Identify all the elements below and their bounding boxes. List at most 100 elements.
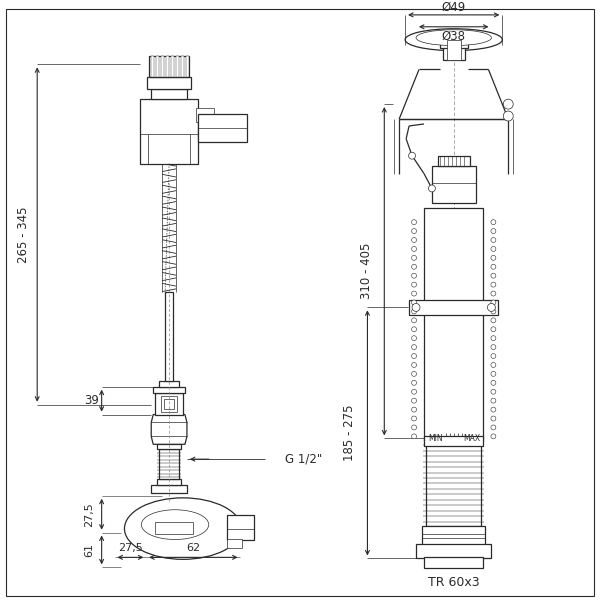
Circle shape [412,336,416,341]
Circle shape [491,336,496,341]
Circle shape [412,304,420,311]
Bar [171,56,174,77]
Circle shape [491,264,496,269]
Circle shape [491,425,496,430]
Circle shape [412,318,416,323]
Text: 27,5: 27,5 [84,502,94,527]
Circle shape [491,416,496,421]
Circle shape [412,407,416,412]
Circle shape [491,344,496,350]
Text: 61: 61 [84,543,94,557]
Bar [196,108,214,122]
Bar [155,393,183,415]
Text: Ø49: Ø49 [442,1,466,13]
Circle shape [491,407,496,412]
Circle shape [491,238,496,242]
Bar [140,99,198,164]
Circle shape [491,398,496,403]
Polygon shape [151,415,187,444]
Circle shape [491,318,496,323]
Bar [161,396,177,412]
Circle shape [491,256,496,260]
Text: AlcaPlast: AlcaPlast [268,287,313,298]
Circle shape [412,371,416,376]
Text: Ø38: Ø38 [442,30,466,43]
Bar [440,40,467,47]
Ellipse shape [124,498,241,559]
Circle shape [491,371,496,376]
Bar [157,479,181,485]
Circle shape [412,344,416,350]
Bar [198,114,247,142]
Circle shape [491,434,496,439]
Bar [151,56,154,77]
Bar [149,56,189,77]
Circle shape [412,398,416,403]
Circle shape [412,353,416,359]
Bar [424,208,484,442]
Bar [181,56,184,77]
Circle shape [487,304,496,311]
Circle shape [503,99,513,109]
Text: 310 - 405: 310 - 405 [360,243,373,299]
Bar [186,56,189,77]
Circle shape [412,416,416,421]
Circle shape [412,273,416,278]
Bar [157,444,181,449]
Bar [227,515,254,541]
Text: TR 60x3: TR 60x3 [428,575,479,589]
Ellipse shape [416,30,491,46]
Circle shape [491,327,496,332]
Circle shape [412,220,416,224]
Bar [159,449,179,479]
Circle shape [491,282,496,287]
Bar [424,436,484,446]
Text: 39: 39 [84,394,99,407]
Bar [151,485,187,493]
Bar [227,539,242,548]
Text: 265 - 345: 265 - 345 [17,206,30,263]
Circle shape [412,256,416,260]
Text: AlcaPlast: AlcaPlast [397,258,441,268]
Text: AlcaPlast: AlcaPlast [179,367,223,377]
Circle shape [409,152,416,159]
Bar [176,56,179,77]
Circle shape [412,309,416,314]
Bar [156,56,159,77]
Circle shape [491,389,496,394]
Circle shape [412,327,416,332]
Bar [416,544,491,559]
Text: 185 - 275: 185 - 275 [343,404,356,461]
Circle shape [491,362,496,367]
Bar [422,526,485,545]
Circle shape [412,362,416,367]
Circle shape [412,238,416,242]
Bar [432,166,476,203]
Circle shape [491,229,496,233]
Circle shape [491,309,496,314]
Bar [151,89,187,99]
Circle shape [491,353,496,359]
Bar [153,387,185,393]
Circle shape [503,111,513,121]
Circle shape [412,300,416,305]
Circle shape [412,291,416,296]
Text: G 1/2": G 1/2" [285,452,322,466]
Circle shape [491,300,496,305]
Bar [155,521,193,533]
Circle shape [412,434,416,439]
Circle shape [412,247,416,251]
Text: MIN: MIN [428,434,443,443]
Bar [424,557,484,568]
Bar [166,56,169,77]
Bar [443,40,464,59]
Circle shape [491,291,496,296]
Text: MAX: MAX [463,434,480,443]
Circle shape [412,389,416,394]
Circle shape [412,425,416,430]
Bar [164,398,174,409]
Text: 62: 62 [187,544,200,553]
Bar [426,442,481,526]
Circle shape [491,220,496,224]
Circle shape [412,380,416,385]
